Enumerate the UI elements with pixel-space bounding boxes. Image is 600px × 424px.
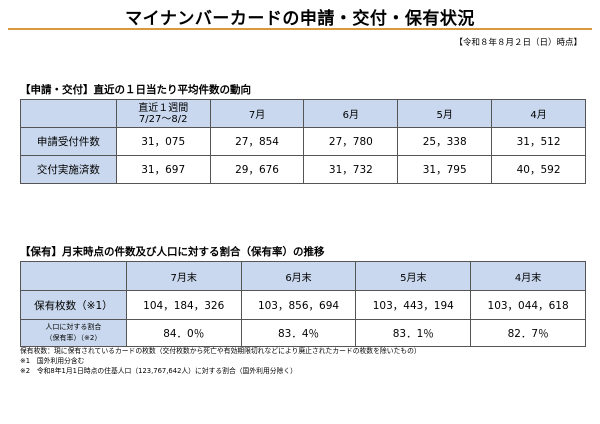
table-cell: 27，854: [210, 128, 304, 156]
table-cell: 29，676: [210, 156, 304, 184]
footnotes: 保有枚数：現に保有されているカードの枚数（交付枚数から死亡や有効期限切れなどによ…: [20, 346, 421, 376]
header-month: 7月: [210, 100, 304, 128]
header-month: 4月: [492, 100, 586, 128]
corner-cell: [21, 262, 127, 291]
header-recent-week: 直近１週間 7/27～8/2: [116, 100, 210, 128]
row-label-ownership-rate: 人口に対する割合 （保有率）（※2）: [21, 320, 127, 347]
table-cell: 83．4％: [241, 320, 356, 347]
table-header-row: 7月末 6月末 5月末 4月末: [21, 262, 586, 291]
as-of-date: 【令和８年８月２日（日）時点】: [454, 36, 582, 48]
footnote-1: ※1 国外利用分含む: [20, 356, 421, 366]
table-row: 人口に対する割合 （保有率）（※2） 84．0％ 83．4％ 83．1％ 82．…: [21, 320, 586, 347]
table-cell: 31，075: [116, 128, 210, 156]
header-month-end: 6月末: [241, 262, 356, 291]
row-label-holdings: 保有枚数（※1）: [21, 291, 127, 320]
section1-title: 【申請・交付】直近の１日当たり平均件数の動向: [20, 82, 251, 97]
section2-title: 【保有】月末時点の件数及び人口に対する割合（保有率）の推移: [20, 244, 325, 259]
row-label-issued: 交付実施済数: [21, 156, 117, 184]
footnote-2: ※2 令和8年1月1日時点の住基人口（123,767,642人）に対する割合（国…: [20, 366, 421, 376]
table-cell: 104，184，326: [126, 291, 241, 320]
header-month-end: 4月末: [471, 262, 586, 291]
page-title: マイナンバーカードの申請・交付・保有状況: [0, 4, 600, 29]
holdings-table: 7月末 6月末 5月末 4月末 保有枚数（※1） 104，184，326 103…: [20, 261, 586, 347]
table-cell: 31，795: [398, 156, 492, 184]
table-cell: 83．1％: [356, 320, 471, 347]
table-cell: 82．7％: [471, 320, 586, 347]
table-row: 保有枚数（※1） 104，184，326 103，856，694 103，443…: [21, 291, 586, 320]
table-cell: 103，856，694: [241, 291, 356, 320]
header-recent-week-line2: 7/27～8/2: [117, 114, 210, 125]
table-cell: 103，443，194: [356, 291, 471, 320]
header-month-end: 7月末: [126, 262, 241, 291]
corner-cell: [21, 100, 117, 128]
row-label-applications: 申請受付件数: [21, 128, 117, 156]
table-cell: 103，044，618: [471, 291, 586, 320]
table-cell: 31，697: [116, 156, 210, 184]
table-cell: 40，592: [492, 156, 586, 184]
table-cell: 31，732: [304, 156, 398, 184]
table-row: 申請受付件数 31，075 27，854 27，780 25，338 31，51…: [21, 128, 586, 156]
row-label-line2: （保有率）（※2）: [21, 333, 126, 344]
table-cell: 31，512: [492, 128, 586, 156]
table-cell: 25，338: [398, 128, 492, 156]
header-month-end: 5月末: [356, 262, 471, 291]
footnote-definition: 保有枚数：現に保有されているカードの枚数（交付枚数から死亡や有効期限切れなどによ…: [20, 346, 421, 356]
header-month: 6月: [304, 100, 398, 128]
table-header-row: 直近１週間 7/27～8/2 7月 6月 5月 4月: [21, 100, 586, 128]
table-cell: 27，780: [304, 128, 398, 156]
table-cell: 84．0％: [126, 320, 241, 347]
title-underline: [8, 28, 592, 30]
application-issuance-table: 直近１週間 7/27～8/2 7月 6月 5月 4月 申請受付件数 31，075…: [20, 99, 586, 184]
header-month: 5月: [398, 100, 492, 128]
header-recent-week-line1: 直近１週間: [117, 103, 210, 114]
row-label-line1: 人口に対する割合: [21, 322, 126, 333]
table-row: 交付実施済数 31，697 29，676 31，732 31，795 40，59…: [21, 156, 586, 184]
